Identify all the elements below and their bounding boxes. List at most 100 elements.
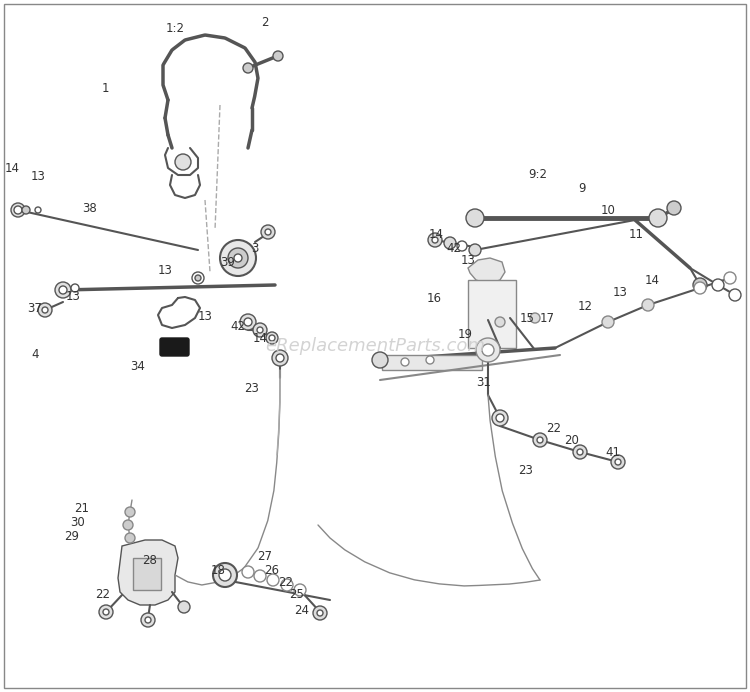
Circle shape bbox=[220, 240, 256, 276]
Text: 13: 13 bbox=[460, 253, 476, 266]
Circle shape bbox=[125, 507, 135, 517]
Circle shape bbox=[401, 358, 409, 366]
Circle shape bbox=[313, 606, 327, 620]
Text: 20: 20 bbox=[565, 433, 580, 446]
Circle shape bbox=[693, 278, 707, 292]
Circle shape bbox=[253, 323, 267, 337]
Circle shape bbox=[444, 237, 456, 249]
Circle shape bbox=[125, 533, 135, 543]
Circle shape bbox=[294, 584, 306, 596]
Circle shape bbox=[213, 563, 237, 587]
Circle shape bbox=[281, 579, 293, 591]
Text: 13: 13 bbox=[31, 170, 46, 183]
Circle shape bbox=[234, 254, 242, 262]
Circle shape bbox=[372, 352, 388, 368]
Circle shape bbox=[317, 610, 323, 616]
Circle shape bbox=[573, 445, 587, 459]
Circle shape bbox=[145, 617, 151, 623]
Circle shape bbox=[35, 207, 41, 213]
Circle shape bbox=[533, 433, 547, 447]
Text: 23: 23 bbox=[244, 381, 260, 394]
Text: 11: 11 bbox=[628, 228, 644, 241]
Text: 16: 16 bbox=[427, 291, 442, 304]
Text: 30: 30 bbox=[70, 516, 86, 529]
Circle shape bbox=[266, 332, 278, 344]
Circle shape bbox=[38, 303, 52, 317]
Text: 3: 3 bbox=[251, 242, 259, 255]
Circle shape bbox=[537, 437, 543, 443]
Circle shape bbox=[195, 275, 201, 281]
Circle shape bbox=[14, 206, 22, 214]
Circle shape bbox=[244, 318, 252, 326]
Text: 13: 13 bbox=[158, 264, 172, 277]
Text: 18: 18 bbox=[211, 563, 226, 576]
Text: 9: 9 bbox=[578, 181, 586, 194]
Circle shape bbox=[99, 605, 113, 619]
Circle shape bbox=[482, 344, 494, 356]
Circle shape bbox=[530, 313, 540, 323]
Circle shape bbox=[428, 233, 442, 247]
Circle shape bbox=[265, 229, 271, 235]
Circle shape bbox=[192, 272, 204, 284]
Circle shape bbox=[11, 203, 25, 217]
Text: 14: 14 bbox=[253, 331, 268, 345]
Circle shape bbox=[243, 63, 253, 73]
Circle shape bbox=[273, 51, 283, 61]
Circle shape bbox=[59, 286, 67, 294]
Circle shape bbox=[257, 327, 263, 333]
Text: 9:2: 9:2 bbox=[529, 168, 548, 181]
Text: 4: 4 bbox=[32, 349, 39, 361]
Text: 25: 25 bbox=[290, 588, 304, 601]
Text: 29: 29 bbox=[64, 529, 80, 543]
Circle shape bbox=[276, 354, 284, 362]
Text: 27: 27 bbox=[257, 549, 272, 563]
Polygon shape bbox=[468, 258, 505, 284]
Circle shape bbox=[729, 289, 741, 301]
FancyBboxPatch shape bbox=[160, 338, 189, 356]
Circle shape bbox=[611, 455, 625, 469]
Text: 38: 38 bbox=[82, 201, 98, 215]
Circle shape bbox=[466, 209, 484, 227]
Circle shape bbox=[55, 282, 71, 298]
Text: 39: 39 bbox=[220, 257, 236, 269]
Circle shape bbox=[642, 299, 654, 311]
Circle shape bbox=[175, 154, 191, 170]
Polygon shape bbox=[118, 540, 178, 605]
Circle shape bbox=[457, 241, 467, 251]
Text: 34: 34 bbox=[130, 360, 146, 372]
Text: 22: 22 bbox=[547, 421, 562, 435]
Circle shape bbox=[242, 566, 254, 578]
Text: 1:2: 1:2 bbox=[166, 21, 184, 35]
Bar bbox=[468, 280, 516, 348]
Circle shape bbox=[667, 201, 681, 215]
Circle shape bbox=[577, 449, 583, 455]
Text: 28: 28 bbox=[142, 554, 158, 567]
Circle shape bbox=[22, 206, 30, 214]
Text: 22: 22 bbox=[95, 588, 110, 601]
Circle shape bbox=[103, 609, 109, 615]
Text: 21: 21 bbox=[74, 502, 89, 514]
Circle shape bbox=[712, 279, 724, 291]
Text: 19: 19 bbox=[458, 329, 472, 341]
Circle shape bbox=[476, 338, 500, 362]
Circle shape bbox=[141, 613, 155, 627]
Text: 26: 26 bbox=[265, 563, 280, 576]
Circle shape bbox=[432, 237, 438, 243]
Text: 13: 13 bbox=[197, 309, 212, 322]
Text: 17: 17 bbox=[539, 311, 554, 325]
Text: 31: 31 bbox=[476, 376, 491, 388]
Text: 13: 13 bbox=[65, 289, 80, 302]
Circle shape bbox=[269, 335, 275, 341]
Circle shape bbox=[272, 350, 288, 366]
Circle shape bbox=[261, 225, 275, 239]
Text: 10: 10 bbox=[601, 203, 616, 217]
Circle shape bbox=[649, 209, 667, 227]
Circle shape bbox=[615, 459, 621, 465]
Circle shape bbox=[496, 414, 504, 422]
Circle shape bbox=[724, 272, 736, 284]
Circle shape bbox=[254, 570, 266, 582]
Circle shape bbox=[694, 282, 706, 294]
Circle shape bbox=[123, 520, 133, 530]
Text: 14: 14 bbox=[644, 273, 659, 286]
Circle shape bbox=[42, 307, 48, 313]
